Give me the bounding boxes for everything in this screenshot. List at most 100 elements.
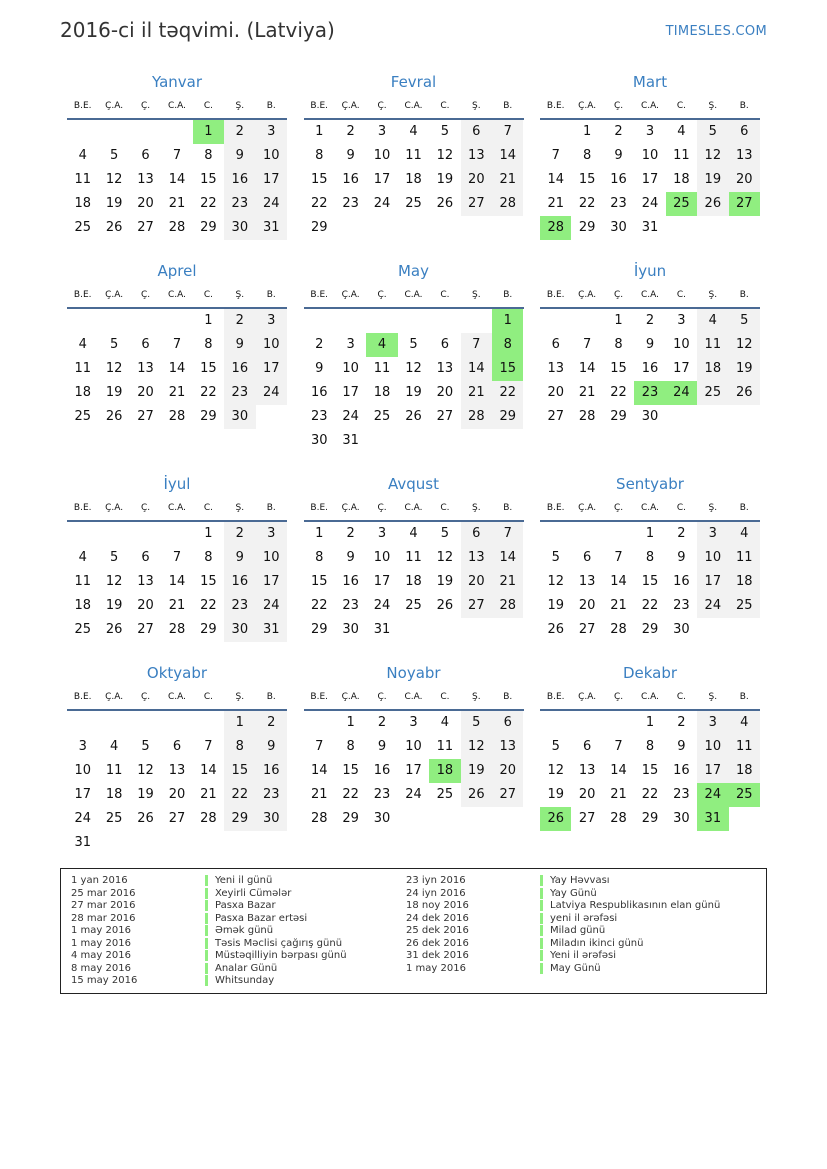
day-cell: 27: [460, 192, 493, 216]
day-cell: 25: [697, 381, 729, 405]
day-cell: 16: [610, 172, 627, 187]
day-cell: 29: [200, 622, 217, 637]
holiday-date: 15 may 2016: [71, 975, 138, 986]
day-cell: 10: [255, 333, 287, 357]
day-cell: 5: [551, 550, 560, 565]
day-cell: 7: [204, 739, 213, 754]
day-cell: [130, 120, 161, 144]
month-name: Yanvar: [151, 73, 203, 91]
day-cell: 22: [578, 196, 596, 211]
day-cell: 9: [224, 333, 256, 357]
weekday-label: Ç.: [140, 692, 151, 702]
weekday-header: B.E. Ç.A. Ç. C.A. C. Ş. B.: [67, 94, 287, 120]
month-12: Dekabr B.E. Ç.A. Ç. C.A. C. Ş. B. 1 2 3 4 5 6 7 8 9 10 11 1…: [540, 661, 760, 874]
day-cell: 13: [578, 574, 596, 589]
day-cell: [304, 309, 335, 333]
month-11: Noyabr B.E. Ç.A. Ç. C.A. C. Ş. B. 1 2 3 4 5 6 7 8 9 10 11 1…: [303, 661, 524, 874]
legend-item: 18 noy 2016 Latviya Respublikasının elan …: [406, 900, 721, 913]
day-cell: 5: [440, 526, 450, 541]
holiday-date: 25 mar 2016: [71, 887, 136, 899]
day-cell: 12: [105, 172, 123, 187]
day-cell: 3: [78, 739, 87, 754]
day-cell: [540, 711, 571, 735]
day-cell: 14: [200, 763, 217, 778]
holiday-date: 1 yan 2016: [71, 875, 128, 886]
day-cell: 5: [109, 337, 119, 352]
day-cell: 15: [578, 172, 596, 187]
day-cell: 17: [255, 168, 287, 192]
day-cell: 28: [610, 622, 627, 637]
brand-link[interactable]: TIMESLES.COM: [665, 24, 767, 39]
day-cell: [429, 618, 460, 642]
day-cell: 17: [255, 570, 287, 594]
day-cell: 23: [342, 598, 359, 613]
day-cell: 23: [310, 409, 328, 424]
weekday-label: C.A.: [404, 101, 423, 111]
day-cell: 11: [373, 361, 391, 376]
day-cell: 17: [405, 763, 422, 778]
day-cell: 17: [697, 570, 729, 594]
day-cell: 14: [547, 172, 564, 187]
day-cell: 19: [728, 357, 760, 381]
day-cell: 3: [677, 313, 686, 328]
day-cell: [130, 831, 161, 855]
day-cell: 9: [315, 361, 324, 376]
day-cell: [492, 216, 523, 240]
day-cell: 2: [224, 309, 256, 333]
weekday-label: B.E.: [73, 692, 92, 702]
day-cell: 3: [255, 309, 287, 333]
day-cell: 15: [310, 172, 328, 187]
week-row: 19 20 21 22 23 24 25: [540, 594, 760, 618]
weekday-label: C.: [440, 503, 450, 513]
holiday-date: 1 may 2016: [71, 925, 131, 936]
holiday-date: 1 may 2016: [406, 962, 466, 974]
day-cell: 5: [409, 337, 418, 352]
day-cell: 9: [614, 148, 623, 163]
day-cell: [67, 120, 98, 144]
day-cell: [697, 216, 728, 240]
holiday-date: 31 dek 2016: [406, 950, 469, 961]
weekday-label: B.: [503, 692, 513, 702]
weekday-label: Ç.: [377, 692, 387, 702]
day-cell: 14: [168, 361, 186, 376]
day-cell: [304, 711, 335, 735]
week-row: 8 9 10 11 12 13 14: [304, 546, 524, 570]
weekday-header: B.E. Ç.A. Ç. C.A. C. Ş. B.: [67, 283, 287, 309]
day-cell: [697, 405, 728, 429]
holiday-name: yeni il ərəfəsi: [540, 912, 618, 924]
day-cell: 6: [728, 120, 760, 144]
day-cell: 16: [673, 574, 690, 589]
week-row: 11 12 13 14 15 16 17: [67, 357, 287, 381]
week-row: 16 17 18 19 20 21 22: [304, 381, 524, 405]
month-row: İyul B.E. Ç.A. Ç. C.A. C. Ş. B. 1 2 3 4 5 6 7 8 9 10 11 12 1…: [67, 472, 760, 661]
day-cell: 16: [342, 172, 359, 187]
day-cell: 9: [224, 144, 256, 168]
weekday-label: Ç.: [377, 503, 387, 513]
week-row: 17 18 19 20 21 22 23: [67, 783, 287, 807]
day-cell: 6: [492, 711, 524, 735]
day-cell: 19: [547, 787, 564, 802]
day-cell: 4: [728, 711, 760, 735]
day-cell: 29: [224, 807, 256, 831]
weekday-label: B.E.: [310, 290, 328, 300]
holiday-date: 25 dek 2016: [406, 925, 469, 936]
month-8: Avqust B.E. Ç.A. Ç. C.A. C. Ş. B. 1 2 3 4 5 6 7 8 9 10 11 1…: [303, 472, 524, 661]
day-cell: 9: [377, 739, 387, 754]
day-cell: 21: [610, 787, 627, 802]
day-cell: 2: [677, 526, 686, 541]
weekday-label: B.: [503, 101, 513, 111]
weekday-label: B.E.: [310, 503, 328, 513]
holiday-date: 24 dek 2016: [406, 912, 469, 924]
day-cell: 9: [645, 337, 655, 352]
day-cell: [98, 120, 129, 144]
weekday-header: B.E. Ç.A. Ç. C.A. C. Ş. B.: [540, 283, 760, 309]
day-cell: 25: [728, 594, 760, 618]
holiday-date: 28 mar 2016: [71, 912, 136, 924]
weekday-label: Ç.: [140, 290, 151, 300]
day-cell: 25: [74, 622, 91, 637]
day-cell: 7: [172, 148, 182, 163]
month-name: Sentyabr: [616, 475, 684, 493]
day-cell: 10: [673, 337, 690, 352]
day-cell: 12: [405, 361, 422, 376]
